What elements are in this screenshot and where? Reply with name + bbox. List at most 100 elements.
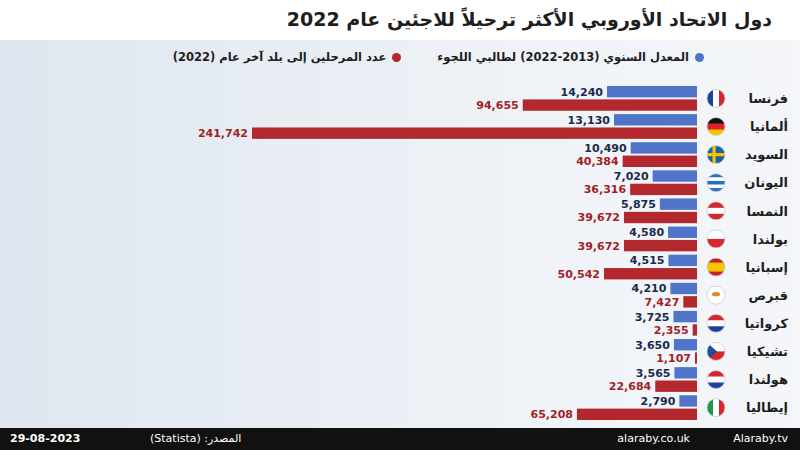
flag-part (707, 185, 725, 189)
category-label: فرنسا (748, 91, 788, 106)
flag (707, 314, 725, 333)
flags (707, 89, 726, 416)
data-label: 10,490 (584, 142, 627, 155)
data-label: 50,542 (558, 268, 600, 281)
bar (624, 240, 697, 251)
bar (614, 114, 697, 125)
category-label: كرواتيا (745, 316, 789, 331)
bar (577, 409, 697, 420)
legend-item: عدد المرحلين إلى بلد آخر عام (2022) (173, 50, 402, 64)
bar (668, 227, 697, 238)
flag-part (707, 117, 725, 124)
bar (623, 156, 697, 167)
category-label: ألمانيا (750, 118, 788, 134)
bar (630, 184, 697, 195)
flag-part (707, 314, 725, 321)
data-labels: 14,24013,13010,4907,0205,8754,5804,5154,… (198, 86, 691, 422)
flag (707, 117, 725, 136)
bar (653, 170, 697, 181)
flag (707, 174, 725, 193)
bar (631, 142, 697, 153)
bar (679, 395, 697, 406)
flag (707, 202, 725, 221)
flag-part (713, 399, 720, 417)
category-label: تشيكيا (747, 344, 788, 359)
flag-part (707, 230, 725, 240)
flag (707, 286, 725, 305)
data-label: 3,565 (636, 367, 671, 380)
flag-part (707, 239, 725, 249)
flag-border (707, 314, 725, 332)
flag-part (707, 267, 725, 272)
bar (670, 283, 697, 294)
flag (707, 371, 725, 390)
flag-border (707, 146, 725, 164)
data-label: 1,107 (656, 352, 691, 365)
bar (674, 339, 697, 350)
flag-part (707, 153, 725, 156)
flag-border (707, 286, 725, 304)
data-label: 22,684 (609, 380, 652, 393)
data-label: 13,130 (568, 114, 611, 127)
data-label: 3,725 (635, 311, 670, 324)
flag-part (707, 181, 725, 185)
bar (523, 99, 697, 110)
data-label: 40,384 (576, 155, 619, 168)
flag-border (707, 89, 725, 107)
data-label: 65,208 (531, 408, 573, 421)
bar (693, 324, 697, 335)
flag-border (707, 174, 725, 192)
flag (707, 230, 725, 249)
category-label: بولندا (753, 232, 788, 247)
flag-border (707, 371, 725, 389)
title: دول الاتحاد الأوروبي الأكثر ترحيلاً للاج… (287, 8, 772, 30)
data-label: 94,655 (476, 99, 518, 112)
flag-part (707, 202, 725, 209)
footer-website: alaraby.co.uk (617, 432, 690, 445)
category-labels: فرنساألمانياالسويداليونانالنمسابولنداإسب… (744, 91, 788, 415)
flag (707, 89, 726, 107)
data-label: 36,316 (584, 183, 627, 196)
flag-part (707, 89, 714, 107)
category-label: قبرص (749, 288, 788, 303)
bar (604, 268, 697, 279)
data-label: 2,355 (654, 324, 689, 337)
bar (252, 127, 697, 138)
data-label: 4,210 (632, 282, 667, 295)
flag-part (707, 399, 714, 417)
flag-part (707, 286, 725, 305)
flag-part (707, 146, 725, 164)
category-label: اليونان (744, 175, 788, 190)
flag-part (707, 320, 725, 327)
data-label: 3,650 (635, 339, 670, 352)
flag (707, 146, 725, 164)
data-label: 4,580 (629, 226, 664, 239)
bar (624, 212, 697, 223)
legend-item: المعدل السنوي (2013-2022) لطالبي اللجوء (437, 50, 704, 64)
flag (707, 342, 725, 361)
data-label: 241,742 (198, 127, 248, 140)
legend-swatch (695, 53, 704, 62)
footer: 29-08-2023 المصدر: (Statista) alaraby.co… (0, 428, 800, 450)
bar (683, 296, 697, 307)
footer-social: Alaraby.tv (733, 432, 788, 445)
data-label: 2,790 (641, 395, 676, 408)
flag-part (707, 177, 725, 181)
flag-part (713, 89, 720, 107)
flag-part (713, 146, 716, 164)
flag-border (707, 230, 725, 248)
category-label: هولندا (749, 372, 788, 387)
data-label: 14,240 (561, 86, 604, 99)
bar (655, 381, 697, 392)
flag-border (707, 202, 725, 220)
data-label: 5,875 (621, 198, 656, 211)
bar (674, 367, 697, 378)
category-label: السويد (745, 147, 788, 162)
footer-source: المصدر: (Statista) (150, 432, 241, 445)
flag-border (707, 117, 725, 135)
data-label: 7,427 (645, 296, 680, 309)
flag-border (707, 342, 725, 360)
chart: 14,24013,13010,4907,0205,8754,5804,5154,… (0, 0, 800, 450)
flag-part (707, 377, 725, 384)
legend: المعدل السنوي (2013-2022) لطالبي اللجوء ع… (44, 50, 704, 64)
